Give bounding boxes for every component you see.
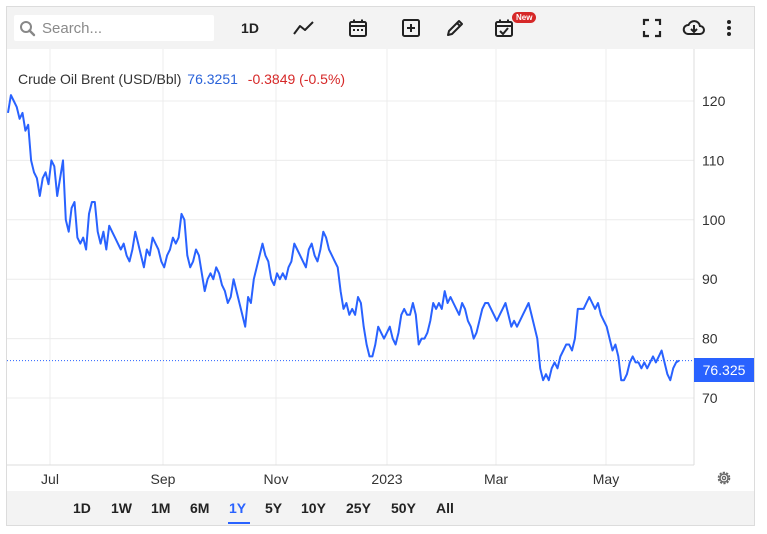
y-tick-label: 120 (702, 93, 726, 109)
range-1w[interactable]: 1W (111, 500, 132, 516)
price-series-line (7, 94, 680, 382)
range-1d[interactable]: 1D (73, 500, 91, 516)
x-tick-label: Mar (484, 471, 508, 487)
range-50y[interactable]: 50Y (391, 500, 416, 516)
fullscreen-icon (642, 18, 662, 38)
y-tick-label: 110 (702, 152, 725, 168)
x-tick-label: May (593, 471, 619, 487)
chart-legend: Crude Oil Brent (USD/Bbl) 76.3251 -0.384… (18, 71, 345, 87)
more-vertical-icon (727, 20, 731, 36)
calendar-icon (349, 19, 367, 37)
calendar-check-icon (495, 19, 513, 37)
x-tick-label: 2023 (371, 471, 402, 487)
events-button[interactable] (491, 15, 517, 41)
range-5y[interactable]: 5Y (265, 500, 283, 516)
range-1y[interactable]: 1Y (229, 500, 247, 516)
range-all[interactable]: All (436, 500, 454, 516)
add-indicator-button[interactable] (398, 15, 424, 41)
range-25y[interactable]: 25Y (346, 500, 371, 516)
range-selector: 1D 1W 1M 6M 1Y 5Y 10Y 25Y 50Y All (7, 491, 754, 525)
y-tick-label: 80 (702, 331, 718, 347)
x-tick-label: Nov (264, 471, 289, 487)
search-box[interactable] (14, 15, 214, 41)
calendar-button[interactable] (345, 15, 371, 41)
chart-type-button[interactable] (291, 15, 317, 41)
legend-change: -0.3849 (-0.5%) (247, 71, 346, 87)
interval-button[interactable]: 1D (241, 20, 259, 36)
search-icon (20, 21, 36, 37)
draw-pencil-icon (447, 20, 463, 36)
gear-icon (717, 471, 731, 485)
x-tick-label: Sep (151, 471, 176, 487)
toolbar: 1D (7, 7, 754, 49)
y-tick-label: 100 (702, 212, 726, 228)
draw-button[interactable] (442, 15, 468, 41)
range-1m[interactable]: 1M (151, 500, 171, 516)
last-price-label: 76.325 (694, 358, 754, 382)
settings-button[interactable] (715, 469, 733, 492)
download-cloud-icon (682, 20, 705, 35)
y-tick-label: 90 (702, 271, 718, 287)
range-6m[interactable]: 6M (190, 500, 210, 516)
legend-symbol-name: Crude Oil Brent (USD/Bbl) (18, 71, 182, 87)
add-indicator-icon (402, 19, 420, 37)
download-button[interactable] (680, 15, 708, 41)
line-chart-icon (293, 21, 314, 35)
search-input[interactable] (42, 18, 207, 38)
chart-widget: 1D (6, 6, 755, 526)
fullscreen-button[interactable] (639, 15, 665, 41)
active-range-underline (228, 522, 250, 524)
more-button[interactable] (721, 15, 737, 41)
price-chart[interactable]: 70 80 90 100 110 120 Jul Sep Nov 2023 Mar May (7, 7, 754, 491)
x-tick-label: Jul (41, 471, 59, 487)
range-10y[interactable]: 10Y (301, 500, 326, 516)
legend-price: 76.3251 (187, 71, 238, 87)
new-badge: New (512, 12, 537, 23)
y-tick-label: 70 (702, 390, 718, 406)
